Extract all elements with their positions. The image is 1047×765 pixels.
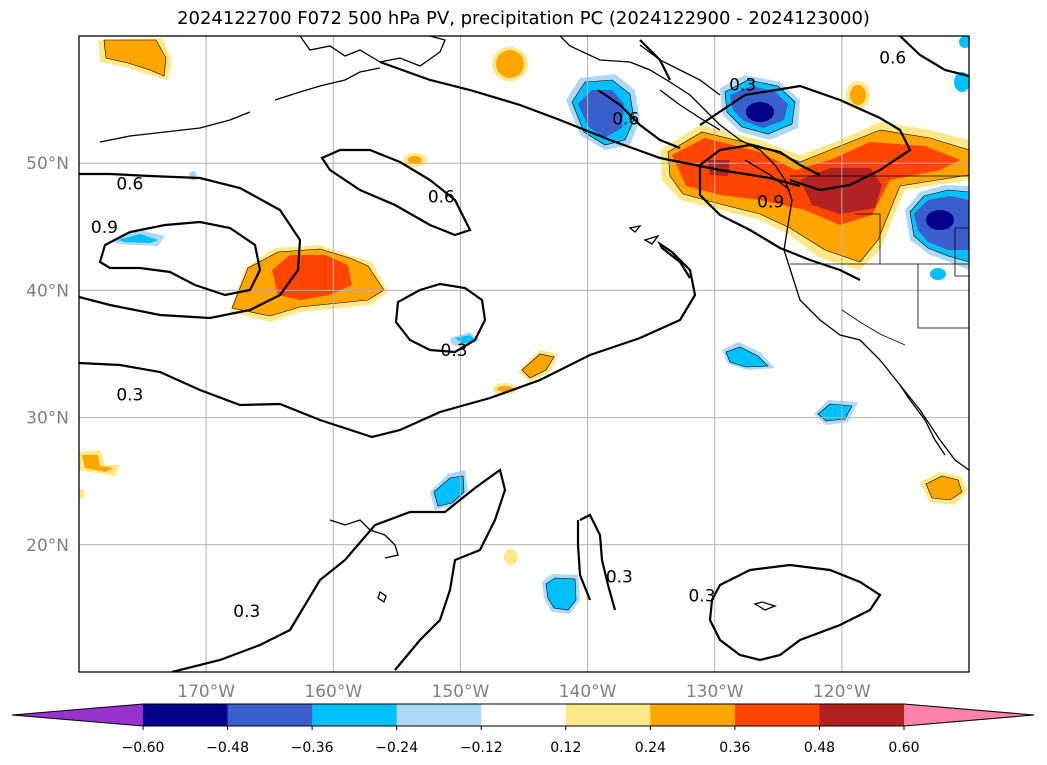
colorbar-tick-label: 0.60 bbox=[888, 740, 919, 756]
gridlines bbox=[79, 36, 969, 672]
longitude-labels: 170°W 160°W 150°W 140°W 130°W 120°W bbox=[177, 682, 871, 702]
colorbar-segment bbox=[565, 704, 651, 726]
colorbar-segment bbox=[143, 704, 229, 726]
contour-label: 0.3 bbox=[233, 602, 260, 622]
colorbar-segment bbox=[650, 704, 736, 726]
contour-label: 0.3 bbox=[606, 568, 633, 588]
chart-title: 2024122700 F072 500 hPa PV, precipitatio… bbox=[177, 8, 870, 29]
borders bbox=[790, 175, 969, 346]
colorbar-segment bbox=[734, 704, 820, 726]
latitude-labels: 20°N 30°N 40°N 50°N bbox=[26, 154, 69, 556]
contour-label: 0.3 bbox=[688, 587, 715, 607]
lat-tick-label: 40°N bbox=[26, 281, 69, 301]
colorbar-tick-label: −0.60 bbox=[122, 740, 165, 756]
contour-label: 0.3 bbox=[441, 341, 468, 361]
colorbar-segment bbox=[481, 704, 567, 726]
contour-label: 0.6 bbox=[612, 110, 639, 130]
precip-shading bbox=[79, 36, 969, 614]
colorbar-segment bbox=[312, 704, 398, 726]
colorbar-extend-high bbox=[904, 704, 1034, 726]
contour-label: 0.3 bbox=[116, 386, 143, 406]
colorbar-tick-label: 0.24 bbox=[635, 740, 666, 756]
contour-label: 0.9 bbox=[757, 192, 784, 212]
colorbar-tick-label: 0.36 bbox=[719, 740, 750, 756]
contour-label: 0.9 bbox=[91, 218, 118, 238]
colorbar-tick-label: −0.12 bbox=[460, 740, 503, 756]
colorbar-tick-label: −0.24 bbox=[375, 740, 418, 756]
colorbar-tick-label: 0.12 bbox=[550, 740, 581, 756]
lon-tick-label: 120°W bbox=[813, 682, 871, 702]
contour-labels: 0.6 0.9 0.6 0.6 0.3 0.3 0.3 0.9 0.6 0.3 0.3 0.3 bbox=[91, 49, 906, 622]
lon-tick-label: 170°W bbox=[177, 682, 235, 702]
contour-label: 0.6 bbox=[116, 175, 143, 195]
colorbar-tick-label: 0.48 bbox=[804, 740, 835, 756]
colorbar-segment bbox=[227, 704, 313, 726]
pv-contours bbox=[79, 36, 969, 672]
colorbar-extend-low bbox=[12, 704, 143, 726]
colorbar-tick-label: −0.36 bbox=[291, 740, 334, 756]
colorbar-segment bbox=[819, 704, 905, 726]
lat-tick-label: 50°N bbox=[26, 154, 69, 174]
lon-tick-label: 130°W bbox=[686, 682, 744, 702]
lat-tick-label: 30°N bbox=[26, 409, 69, 429]
colorbar-segment bbox=[396, 704, 482, 726]
colorbar-tick-label: −0.48 bbox=[206, 740, 249, 756]
precip-outlines bbox=[103, 39, 969, 611]
lon-tick-label: 150°W bbox=[432, 682, 490, 702]
lat-tick-label: 20°N bbox=[26, 536, 69, 556]
contour-label: 0.6 bbox=[879, 49, 906, 69]
lon-tick-label: 140°W bbox=[559, 682, 617, 702]
contour-label: 0.3 bbox=[729, 75, 756, 95]
map-frame bbox=[78, 35, 970, 673]
colorbar: −0.60 −0.48 −0.36 −0.24 −0.12 0.12 0.24 0.36 0.4… bbox=[11, 703, 1035, 756]
coastlines bbox=[99, 36, 969, 611]
lon-tick-label: 160°W bbox=[304, 682, 362, 702]
contour-label: 0.6 bbox=[428, 187, 455, 207]
